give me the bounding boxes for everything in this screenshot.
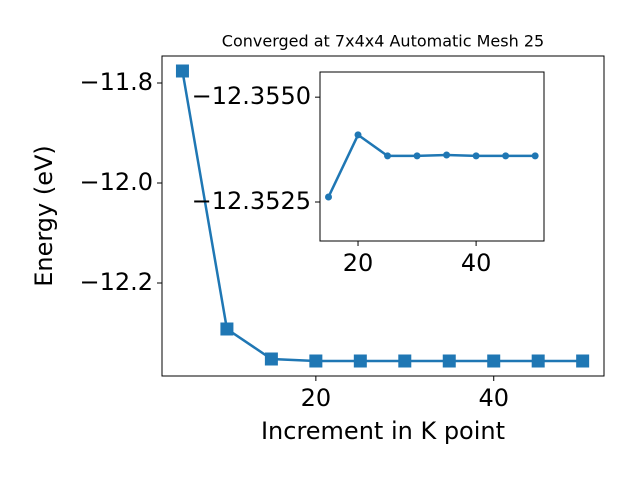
marker xyxy=(531,354,545,368)
series-line xyxy=(327,133,536,198)
x-tick-label: 40 xyxy=(461,249,492,277)
y-tick-label: −12.3550 xyxy=(192,82,311,110)
marker xyxy=(487,354,501,368)
x-tick-label: 40 xyxy=(478,384,509,412)
marker xyxy=(443,151,451,159)
marker xyxy=(413,152,421,160)
marker xyxy=(353,354,367,368)
x-tick-label: 20 xyxy=(343,249,374,277)
x-tick-label: 20 xyxy=(301,384,332,412)
marker xyxy=(442,354,456,368)
series-line xyxy=(181,70,583,363)
marker xyxy=(354,131,362,139)
chart-title: Converged at 7x4x4 Automatic Mesh 25 xyxy=(222,32,544,51)
marker xyxy=(472,152,480,160)
marker xyxy=(576,354,590,368)
marker xyxy=(264,352,278,366)
marker xyxy=(175,64,189,78)
marker xyxy=(325,193,333,201)
y-axis-label: Energy (eV) xyxy=(30,145,58,287)
x-axis-label: Increment in K point xyxy=(261,417,505,445)
marker xyxy=(220,322,234,336)
marker xyxy=(398,354,412,368)
marker xyxy=(384,152,392,160)
y-tick-label: −12.3525 xyxy=(192,187,311,215)
marker xyxy=(502,152,510,160)
marker xyxy=(309,354,323,368)
marker xyxy=(531,152,539,160)
y-tick-label: −12.2 xyxy=(79,268,153,296)
y-tick-label: −12.0 xyxy=(79,168,153,196)
y-tick-label: −11.8 xyxy=(79,68,153,96)
